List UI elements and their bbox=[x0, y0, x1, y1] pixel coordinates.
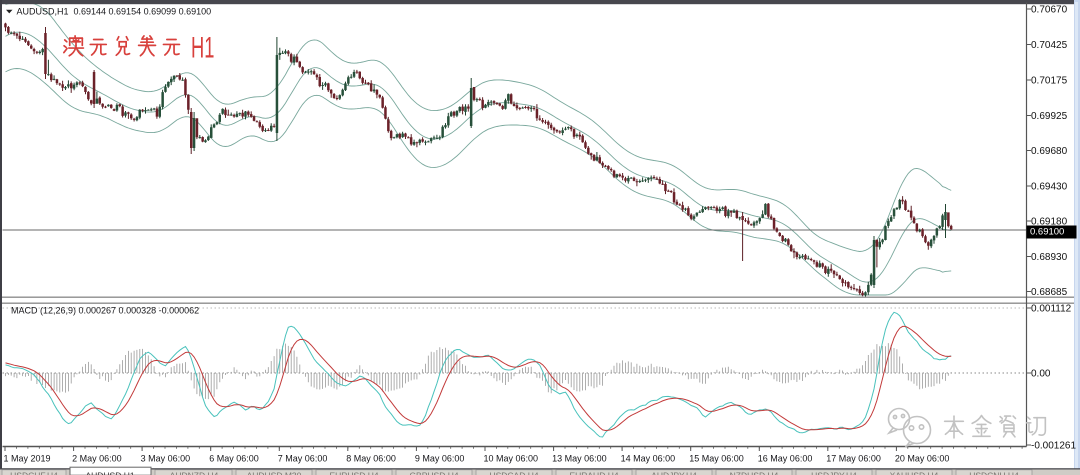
svg-text:9 May 06:00: 9 May 06:00 bbox=[415, 454, 465, 464]
svg-text:0.70425: 0.70425 bbox=[1031, 40, 1068, 51]
svg-text:16 May 06:00: 16 May 06:00 bbox=[758, 454, 813, 464]
svg-text:20 May 06:00: 20 May 06:00 bbox=[895, 454, 950, 464]
svg-text:0.69180: 0.69180 bbox=[1031, 216, 1068, 227]
svg-text:-0.001261: -0.001261 bbox=[1031, 440, 1076, 451]
svg-text:XAUUSD,H4: XAUUSD,H4 bbox=[890, 471, 939, 475]
svg-text:7 May 06:00: 7 May 06:00 bbox=[278, 454, 328, 464]
svg-text:13 May 06:00: 13 May 06:00 bbox=[552, 454, 607, 464]
svg-text:AUDUSD,H1 0.69144 0.69154 0.6: AUDUSD,H1 0.69144 0.69154 0.69099 0.6910… bbox=[17, 7, 212, 17]
svg-text:USDJPY,H4: USDJPY,H4 bbox=[811, 471, 857, 475]
svg-text:MACD (12,26,9) 0.000267 0.0003: MACD (12,26,9) 0.000267 0.000328 -0.0000… bbox=[11, 306, 199, 316]
svg-text:0.001112: 0.001112 bbox=[1031, 303, 1072, 314]
svg-text:0.69680: 0.69680 bbox=[1031, 146, 1068, 157]
svg-text:AUDUSD,H1: AUDUSD,H1 bbox=[85, 471, 134, 475]
svg-text:AUDNZD,H4: AUDNZD,H4 bbox=[170, 471, 219, 475]
svg-text:0.68930: 0.68930 bbox=[1031, 252, 1068, 263]
svg-text:EURAUD,H4: EURAUD,H4 bbox=[569, 471, 618, 475]
svg-text:0.70175: 0.70175 bbox=[1031, 75, 1068, 86]
svg-text:0.69100: 0.69100 bbox=[1030, 226, 1064, 237]
svg-text:USDCAD,H4: USDCAD,H4 bbox=[489, 471, 538, 475]
svg-text:2 May 06:00: 2 May 06:00 bbox=[72, 454, 122, 464]
svg-text:6 May 06:00: 6 May 06:00 bbox=[209, 454, 259, 464]
svg-text:3 May 06:00: 3 May 06:00 bbox=[141, 454, 191, 464]
svg-text:17 May 06:00: 17 May 06:00 bbox=[826, 454, 881, 464]
svg-text:0.00: 0.00 bbox=[1031, 368, 1051, 379]
svg-text:USDCHF,H4: USDCHF,H4 bbox=[10, 471, 58, 475]
svg-text:0.69925: 0.69925 bbox=[1031, 111, 1068, 122]
svg-text:GBPUSD,H4: GBPUSD,H4 bbox=[409, 471, 458, 475]
svg-text:USDCNH,H4: USDCNH,H4 bbox=[969, 471, 1019, 475]
svg-text:0.70670: 0.70670 bbox=[1031, 4, 1068, 15]
svg-text:EURUSD,H4: EURUSD,H4 bbox=[329, 471, 378, 475]
svg-text:14 May 06:00: 14 May 06:00 bbox=[621, 454, 676, 464]
svg-text:H1: H1 bbox=[191, 32, 214, 64]
svg-text:10 May 06:00: 10 May 06:00 bbox=[484, 454, 539, 464]
svg-text:AUDJPY,H4: AUDJPY,H4 bbox=[651, 471, 697, 475]
svg-text:0.68685: 0.68685 bbox=[1031, 287, 1068, 298]
svg-text:15 May 06:00: 15 May 06:00 bbox=[689, 454, 744, 464]
svg-text:8 May 06:00: 8 May 06:00 bbox=[346, 454, 396, 464]
svg-text:NZDUSD,H4: NZDUSD,H4 bbox=[730, 471, 779, 475]
svg-text:1 May 2019: 1 May 2019 bbox=[4, 454, 51, 464]
svg-text:AUDUSD,M30: AUDUSD,M30 bbox=[247, 471, 302, 475]
svg-text:0.69430: 0.69430 bbox=[1031, 181, 1068, 192]
